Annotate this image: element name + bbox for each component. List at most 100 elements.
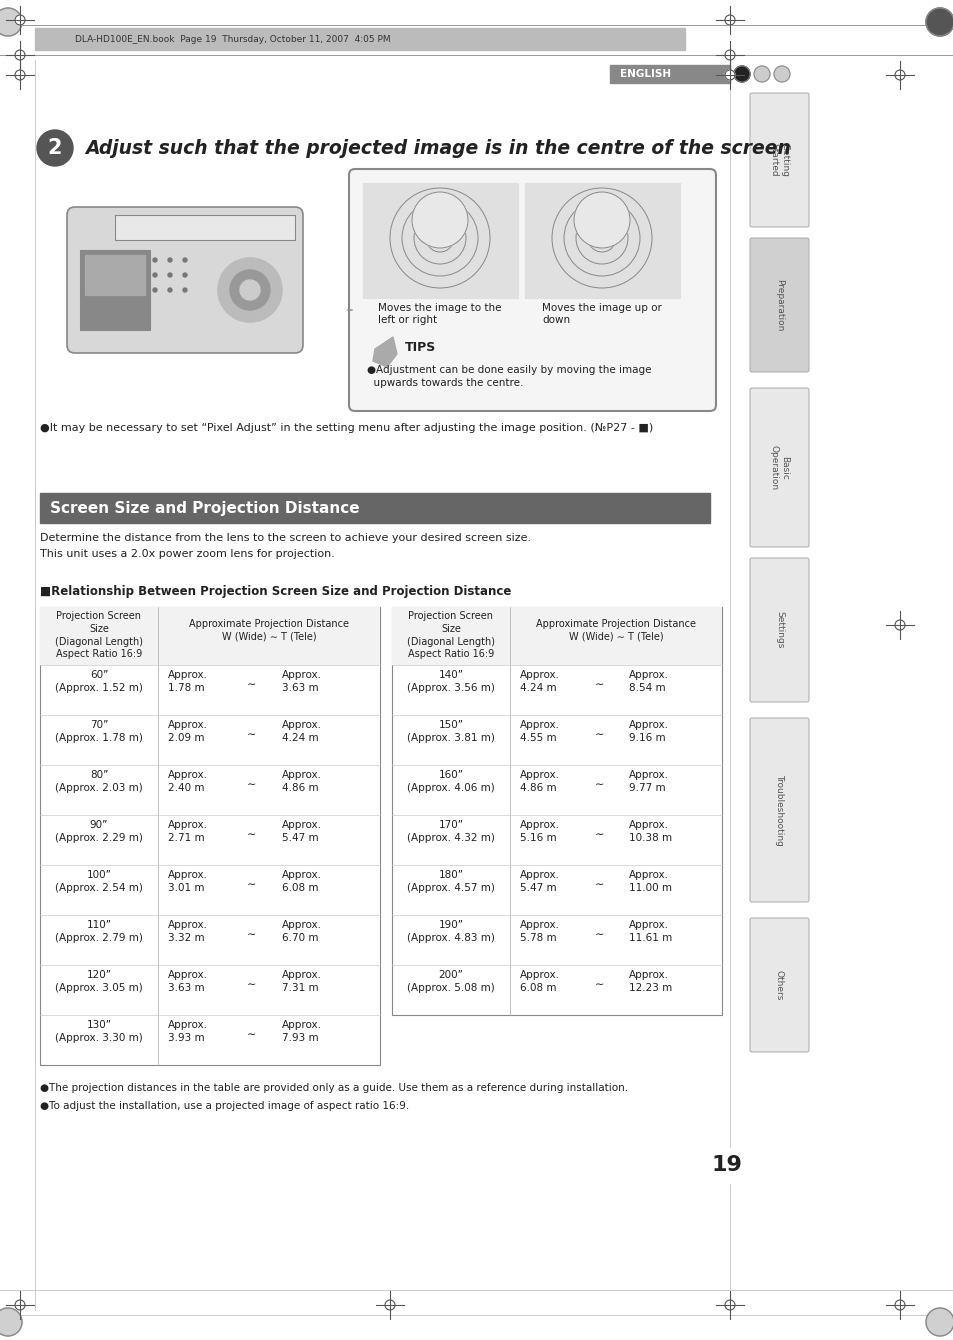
- Text: 130”
(Approx. 3.30 m): 130” (Approx. 3.30 m): [55, 1020, 143, 1043]
- Circle shape: [894, 1300, 904, 1311]
- Text: 150”
(Approx. 3.81 m): 150” (Approx. 3.81 m): [407, 720, 495, 742]
- FancyBboxPatch shape: [749, 239, 808, 373]
- Circle shape: [724, 50, 734, 60]
- Text: Projection Screen
Size
(Diagonal Length)
Aspect Ratio 16:9: Projection Screen Size (Diagonal Length)…: [407, 611, 495, 659]
- Bar: [35, 28, 684, 50]
- Bar: [609, 66, 729, 83]
- Text: This unit uses a 2.0x power zoom lens for projection.: This unit uses a 2.0x power zoom lens fo…: [40, 549, 335, 559]
- Text: 140”
(Approx. 3.56 m): 140” (Approx. 3.56 m): [407, 670, 495, 693]
- Text: Approx.
4.24 m: Approx. 4.24 m: [519, 670, 559, 693]
- Text: 19: 19: [711, 1155, 741, 1175]
- Circle shape: [15, 70, 25, 80]
- Text: ∼: ∼: [594, 780, 603, 791]
- FancyBboxPatch shape: [67, 206, 303, 352]
- Circle shape: [385, 1300, 395, 1311]
- Circle shape: [412, 192, 468, 248]
- Text: ∼: ∼: [246, 780, 255, 791]
- Text: Approx.
3.63 m: Approx. 3.63 m: [282, 670, 322, 693]
- Text: Screen Size and Projection Distance: Screen Size and Projection Distance: [50, 501, 359, 516]
- Circle shape: [183, 273, 187, 277]
- Text: Moves the image to the
left or right: Moves the image to the left or right: [377, 303, 501, 326]
- Text: ∼: ∼: [594, 730, 603, 740]
- Text: ∼: ∼: [246, 980, 255, 990]
- Text: Moves the image up or
down: Moves the image up or down: [541, 303, 661, 326]
- Text: Approximate Projection Distance
W (Wide) ∼ T (Tele): Approximate Projection Distance W (Wide)…: [536, 619, 696, 642]
- Text: Preparation: Preparation: [774, 279, 783, 331]
- Bar: [363, 184, 517, 297]
- Circle shape: [168, 273, 172, 277]
- Text: Approx.
7.93 m: Approx. 7.93 m: [282, 1020, 322, 1043]
- Text: 80”
(Approx. 2.03 m): 80” (Approx. 2.03 m): [55, 770, 143, 793]
- Text: Approx.
12.23 m: Approx. 12.23 m: [628, 970, 671, 993]
- Text: 200”
(Approx. 5.08 m): 200” (Approx. 5.08 m): [407, 970, 495, 993]
- Text: 110”
(Approx. 2.79 m): 110” (Approx. 2.79 m): [55, 921, 143, 943]
- FancyBboxPatch shape: [749, 918, 808, 1052]
- Text: ∼: ∼: [594, 880, 603, 890]
- Text: Approx.
6.08 m: Approx. 6.08 m: [282, 870, 322, 892]
- Circle shape: [733, 66, 749, 82]
- Text: ∼: ∼: [246, 829, 255, 840]
- Text: 190”
(Approx. 4.83 m): 190” (Approx. 4.83 m): [407, 921, 495, 943]
- Text: Approximate Projection Distance
W (Wide) ∼ T (Tele): Approximate Projection Distance W (Wide)…: [189, 619, 349, 642]
- Text: ■Relationship Between Projection Screen Size and Projection Distance: ■Relationship Between Projection Screen …: [40, 586, 511, 598]
- Circle shape: [15, 50, 25, 60]
- Text: ∼: ∼: [246, 1030, 255, 1040]
- Text: 160”
(Approx. 4.06 m): 160” (Approx. 4.06 m): [407, 770, 495, 793]
- Circle shape: [574, 192, 629, 248]
- Text: 90”
(Approx. 2.29 m): 90” (Approx. 2.29 m): [55, 820, 143, 843]
- Text: Approx.
3.32 m: Approx. 3.32 m: [168, 921, 208, 943]
- Text: ∼: ∼: [246, 930, 255, 939]
- Text: Approx.
10.38 m: Approx. 10.38 m: [628, 820, 671, 843]
- FancyBboxPatch shape: [749, 557, 808, 702]
- Text: Approx.
9.77 m: Approx. 9.77 m: [628, 770, 668, 793]
- Text: TIPS: TIPS: [405, 340, 436, 354]
- Text: Approx.
5.47 m: Approx. 5.47 m: [282, 820, 322, 843]
- Bar: [524, 184, 679, 297]
- Text: Approx.
6.70 m: Approx. 6.70 m: [282, 921, 322, 943]
- Text: ●It may be necessary to set “Pixel Adjust” in the setting menu after adjusting t: ●It may be necessary to set “Pixel Adjus…: [40, 423, 653, 433]
- Text: Approx.
5.16 m: Approx. 5.16 m: [519, 820, 559, 843]
- Text: ∼: ∼: [594, 980, 603, 990]
- Circle shape: [15, 15, 25, 25]
- Text: ●The projection distances in the table are provided only as a guide. Use them as: ●The projection distances in the table a…: [40, 1083, 627, 1093]
- Circle shape: [183, 288, 187, 292]
- Circle shape: [37, 130, 73, 166]
- Text: Approx.
5.78 m: Approx. 5.78 m: [519, 921, 559, 943]
- Text: Basic
Operation: Basic Operation: [769, 445, 789, 490]
- Text: Settings: Settings: [774, 611, 783, 649]
- Text: Adjust such that the projected image is in the centre of the screen: Adjust such that the projected image is …: [85, 138, 790, 158]
- Circle shape: [152, 259, 157, 263]
- Text: Approx.
3.93 m: Approx. 3.93 m: [168, 1020, 208, 1043]
- Circle shape: [152, 288, 157, 292]
- Circle shape: [152, 273, 157, 277]
- Text: 100”
(Approx. 2.54 m): 100” (Approx. 2.54 m): [55, 870, 143, 892]
- Text: 60”
(Approx. 1.52 m): 60” (Approx. 1.52 m): [55, 670, 143, 693]
- Text: ∼: ∼: [594, 930, 603, 939]
- Text: ●Adjustment can be done easily by moving the image
  upwards towards the centre.: ●Adjustment can be done easily by moving…: [367, 364, 651, 389]
- Text: Getting
Started: Getting Started: [769, 143, 789, 177]
- Text: 120”
(Approx. 3.05 m): 120” (Approx. 3.05 m): [55, 970, 143, 993]
- Text: Approx.
4.86 m: Approx. 4.86 m: [282, 770, 322, 793]
- Text: ●To adjust the installation, use a projected image of aspect ratio 16:9.: ●To adjust the installation, use a proje…: [40, 1101, 409, 1111]
- Circle shape: [168, 288, 172, 292]
- Circle shape: [183, 259, 187, 263]
- Bar: [80, 251, 150, 330]
- Circle shape: [724, 15, 734, 25]
- Circle shape: [925, 1308, 953, 1336]
- Text: ENGLISH: ENGLISH: [619, 68, 670, 79]
- Text: Approx.
3.63 m: Approx. 3.63 m: [168, 970, 208, 993]
- Circle shape: [724, 1300, 734, 1311]
- Bar: [85, 255, 145, 295]
- Text: Projection Screen
Size
(Diagonal Length)
Aspect Ratio 16:9: Projection Screen Size (Diagonal Length)…: [55, 611, 143, 659]
- Circle shape: [15, 1300, 25, 1311]
- FancyBboxPatch shape: [749, 718, 808, 902]
- Text: ∼: ∼: [246, 880, 255, 890]
- Polygon shape: [115, 214, 294, 240]
- Circle shape: [753, 66, 769, 82]
- FancyBboxPatch shape: [749, 389, 808, 547]
- Circle shape: [218, 259, 282, 322]
- Text: 170”
(Approx. 4.32 m): 170” (Approx. 4.32 m): [407, 820, 495, 843]
- Circle shape: [894, 70, 904, 80]
- Text: 70”
(Approx. 1.78 m): 70” (Approx. 1.78 m): [55, 720, 143, 742]
- Text: Approx.
4.24 m: Approx. 4.24 m: [282, 720, 322, 742]
